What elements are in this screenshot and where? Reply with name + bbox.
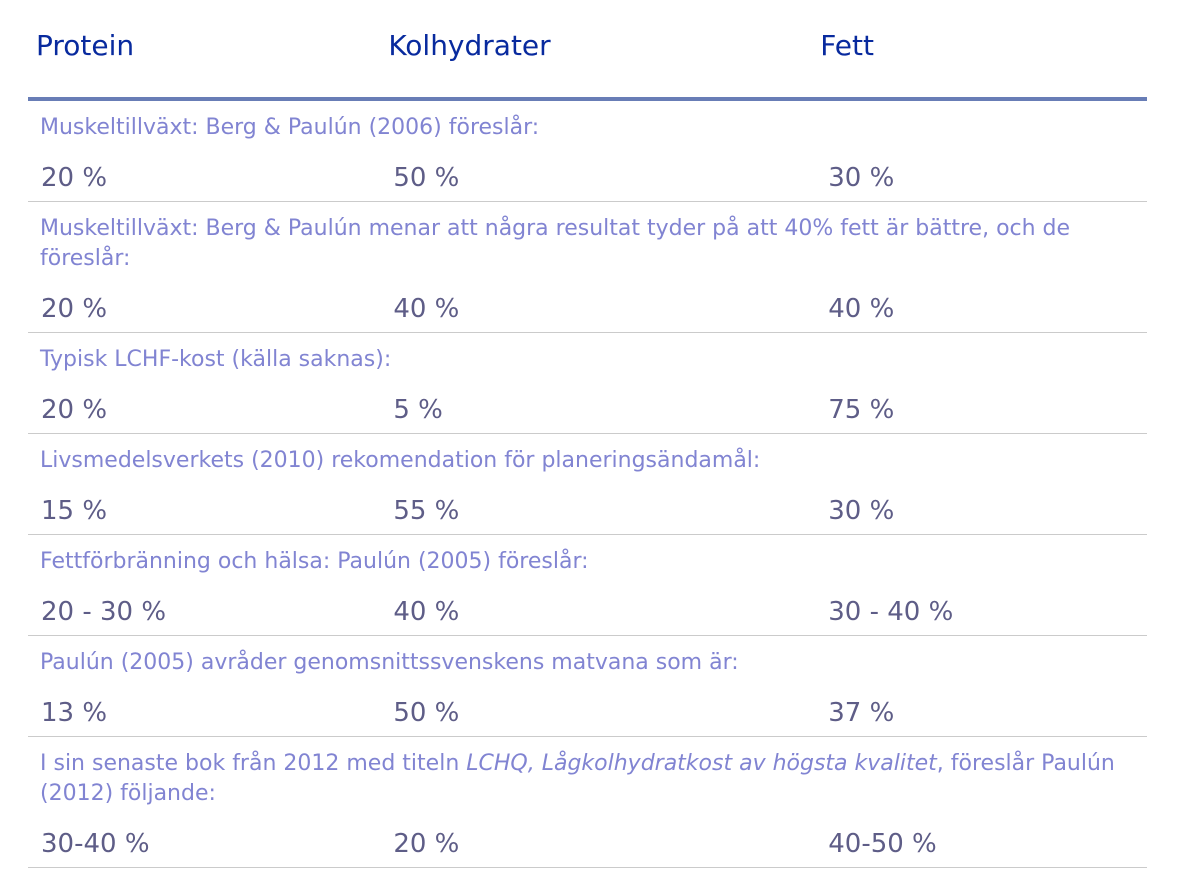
table-header-row: Protein Kolhydrater Fett (28, 0, 1147, 64)
carbohydrate-value: 40 % (393, 294, 460, 324)
protein-value: 20 % (41, 163, 108, 193)
row-values: 20 % 5 % 75 % (28, 395, 1147, 425)
row-description: Livsmedelsverkets (2010) rekomendation f… (40, 446, 1147, 476)
carbohydrate-value: 40 % (393, 597, 460, 627)
row-description: Fettförbränning och hälsa: Paulún (2005)… (40, 547, 1147, 577)
row-description: I sin senaste bok från 2012 med titeln L… (40, 749, 1147, 809)
row-description: Paulún (2005) avråder genomsnittssvenske… (40, 648, 1147, 678)
column-header-fett: Fett (820, 29, 874, 62)
description-italic-segment: LCHQ, Lågkolhydratkost av högsta kvalite… (466, 751, 937, 776)
protein-value: 15 % (41, 496, 108, 526)
protein-value: 20 % (41, 395, 108, 425)
protein-value: 30-40 % (41, 829, 150, 859)
fat-value: 37 % (828, 698, 895, 728)
row-description: Typisk LCHF-kost (källa saknas): (40, 345, 1147, 375)
description-segment: Typisk LCHF-kost (källa saknas): (40, 347, 392, 372)
description-segment: Livsmedelsverkets (2010) rekomendation f… (40, 448, 761, 473)
header-divider-rule (28, 97, 1147, 101)
table-row: Muskeltillväxt: Berg & Paulún menar att … (28, 202, 1147, 333)
carbohydrate-value: 20 % (393, 829, 460, 859)
protein-value: 20 - 30 % (41, 597, 167, 627)
table-body: Muskeltillväxt: Berg & Paulún (2006) för… (28, 101, 1147, 868)
table-row: I sin senaste bok från 2012 med titeln L… (28, 737, 1147, 868)
description-segment: , föreslår Paulún (2012) följande: (40, 751, 1115, 806)
row-values: 30-40 % 20 % 40-50 % (28, 829, 1147, 859)
carbohydrate-value: 55 % (393, 496, 460, 526)
fat-value: 75 % (828, 395, 895, 425)
description-segment: Paulún (2005) avråder genomsnittssvenske… (40, 650, 739, 675)
carbohydrate-value: 50 % (393, 163, 460, 193)
description-segment: I sin senaste bok från 2012 med titeln (40, 751, 467, 776)
fat-value: 30 % (828, 496, 895, 526)
carbohydrate-value: 50 % (393, 698, 460, 728)
table-row: Typisk LCHF-kost (källa saknas): 20 % 5 … (28, 333, 1147, 434)
description-segment: Muskeltillväxt: Berg & Paulún menar att … (40, 216, 1071, 271)
column-header-kolhydrater: Kolhydrater (388, 29, 551, 62)
description-segment: Fettförbränning och hälsa: Paulún (2005)… (40, 549, 589, 574)
fat-value: 30 % (828, 163, 895, 193)
row-values: 20 - 30 % 40 % 30 - 40 % (28, 597, 1147, 627)
row-values: 20 % 40 % 40 % (28, 294, 1147, 324)
fat-value: 40 % (828, 294, 895, 324)
table-row: Muskeltillväxt: Berg & Paulún (2006) för… (28, 101, 1147, 202)
table-row: Paulún (2005) avråder genomsnittssvenske… (28, 636, 1147, 737)
row-description: Muskeltillväxt: Berg & Paulún menar att … (40, 214, 1147, 274)
carbohydrate-value: 5 % (393, 395, 443, 425)
row-description: Muskeltillväxt: Berg & Paulún (2006) för… (40, 113, 1147, 143)
protein-value: 20 % (41, 294, 108, 324)
row-values: 15 % 55 % 30 % (28, 496, 1147, 526)
protein-value: 13 % (41, 698, 108, 728)
row-values: 13 % 50 % 37 % (28, 698, 1147, 728)
fat-value: 30 - 40 % (828, 597, 954, 627)
table-row: Fettförbränning och hälsa: Paulún (2005)… (28, 535, 1147, 636)
column-header-protein: Protein (36, 29, 135, 62)
fat-value: 40-50 % (828, 829, 937, 859)
table-row: Livsmedelsverkets (2010) rekomendation f… (28, 434, 1147, 535)
row-values: 20 % 50 % 30 % (28, 163, 1147, 193)
description-segment: Muskeltillväxt: Berg & Paulún (2006) för… (40, 115, 540, 140)
macronutrient-table: Protein Kolhydrater Fett Muskeltillväxt:… (28, 0, 1147, 868)
